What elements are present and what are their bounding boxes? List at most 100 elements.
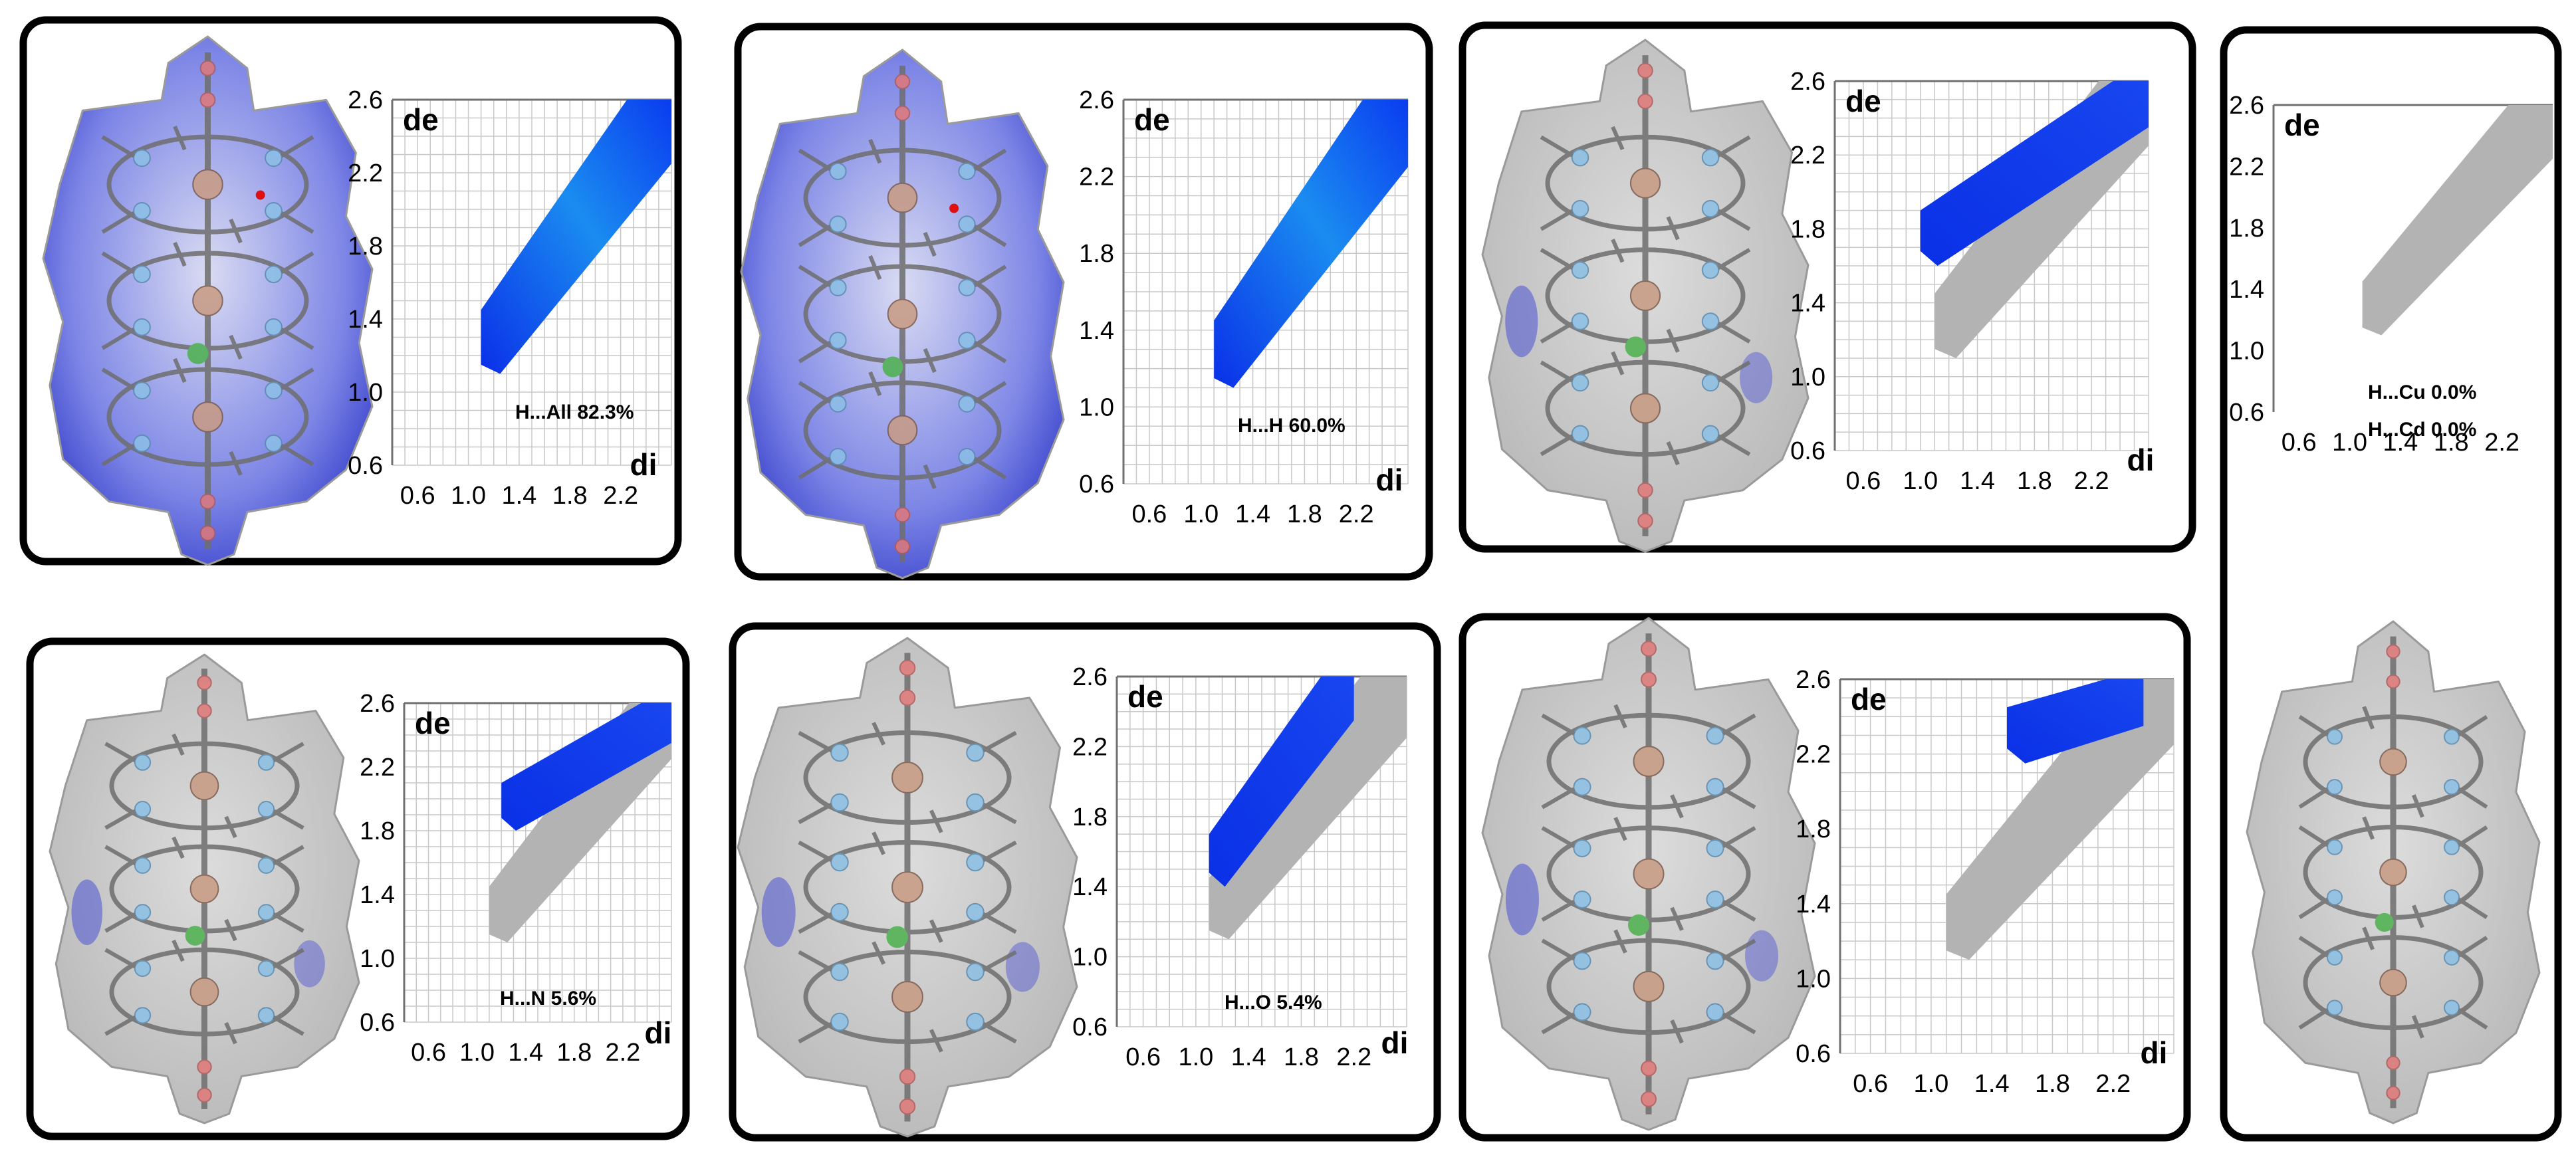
x-tick-label: 2.2 xyxy=(2074,467,2109,495)
nitrogen-atom xyxy=(2327,779,2343,795)
y-tick-label: 0.6 xyxy=(2229,399,2264,427)
hirshfeld-surface-icon xyxy=(42,35,374,566)
metal-atom xyxy=(1633,970,1665,1002)
molecule-icon xyxy=(1540,55,1751,536)
bond xyxy=(1722,899,1756,922)
nitrogen-atom xyxy=(966,902,985,922)
metal-atom xyxy=(887,415,918,446)
nitrogen-atom xyxy=(257,754,275,771)
bond xyxy=(798,950,833,972)
chloride-atom xyxy=(187,343,209,364)
nitrogen-atom xyxy=(133,434,151,453)
macrocycle-ring xyxy=(803,730,1012,825)
bond xyxy=(798,912,833,934)
bond xyxy=(101,443,136,467)
y-tick-label: 2.6 xyxy=(1796,666,1831,694)
x-tick-label: 0.6 xyxy=(411,1039,446,1067)
oxygen-atom xyxy=(197,675,212,690)
oxygen-atom xyxy=(197,1059,212,1075)
bond xyxy=(1717,248,1751,270)
bond xyxy=(929,919,943,943)
contact-percentage-label: H...All 82.3% xyxy=(515,401,634,423)
bond xyxy=(868,255,882,280)
bond xyxy=(982,1021,1017,1044)
bond xyxy=(2457,1007,2488,1030)
nitrogen-atom xyxy=(265,265,283,284)
bond xyxy=(1717,360,1751,383)
y-tick-label: 1.0 xyxy=(1072,944,1108,972)
oxygen-atom xyxy=(1641,1091,1657,1107)
x-tick-label: 1.0 xyxy=(459,1039,495,1067)
bond xyxy=(1541,787,1576,809)
bond xyxy=(280,211,314,234)
surface-patch xyxy=(1506,863,1539,936)
x-tick-label: 1.4 xyxy=(1960,467,1995,495)
y-axis-label: de xyxy=(2284,108,2320,142)
macrocycle-ring xyxy=(1546,938,1751,1035)
bond xyxy=(982,730,1017,753)
bond xyxy=(224,1021,237,1045)
x-tick-label: 1.8 xyxy=(556,1039,592,1067)
nitrogen-atom xyxy=(830,743,849,762)
y-tick-label: 2.2 xyxy=(348,159,383,187)
bond xyxy=(1722,1012,1756,1035)
bond xyxy=(101,368,136,391)
x-tick-label: 0.6 xyxy=(400,482,435,510)
y-tick-label: 1.8 xyxy=(1079,240,1114,268)
nitrogen-atom xyxy=(829,278,847,296)
x-tick-label: 1.8 xyxy=(552,482,588,510)
oxygen-atom xyxy=(894,538,911,554)
bond xyxy=(280,251,314,274)
nitrogen-atom xyxy=(134,857,152,874)
contact-percentage-label: H...O 5.4% xyxy=(1225,992,1322,1013)
nitrogen-atom xyxy=(829,448,847,466)
bond xyxy=(2362,706,2375,730)
nitrogen-atom xyxy=(2444,1000,2460,1016)
fingerprint-plot: 2.6 2.2 1.8 1.4 1.0 0.6 0.6 1.0 1.4 1.8 2.2 de di H..… xyxy=(1072,663,1408,1071)
nitrogen-atom xyxy=(1701,425,1720,443)
y-axis-label: de xyxy=(1134,102,1170,137)
y-tick-label: 2.6 xyxy=(1790,68,1825,96)
oxygen-atom xyxy=(894,105,911,122)
x-tick-label: 1.0 xyxy=(1178,1043,1213,1071)
fingerprint-highlight-region xyxy=(2007,679,2144,764)
bond xyxy=(273,912,304,933)
surface-patch xyxy=(1745,930,1778,982)
nitrogen-atom xyxy=(134,801,152,818)
y-tick-label: 1.8 xyxy=(1072,803,1108,831)
oxygen-atom xyxy=(1641,641,1657,657)
bond xyxy=(1670,906,1684,931)
x-tick-label: 1.4 xyxy=(1974,1070,2010,1098)
oxygen-atom xyxy=(2386,1086,2400,1101)
x-tick-label: 1.4 xyxy=(2383,429,2418,457)
metal-atom xyxy=(1629,167,1661,199)
macrocycle-ring xyxy=(803,264,1002,364)
bond xyxy=(929,809,943,833)
contact-percentage-label: H...H 60.0% xyxy=(1238,415,1346,437)
y-tick-label: 0.6 xyxy=(360,1009,395,1037)
surface-patch xyxy=(1005,942,1040,992)
molecule-icon xyxy=(1541,633,1756,1114)
macrocycle-ring xyxy=(109,741,300,831)
oxygen-atom xyxy=(899,1068,916,1085)
nitrogen-atom xyxy=(829,332,847,350)
oxygen-atom xyxy=(199,525,216,542)
y-tick-label: 0.6 xyxy=(1079,471,1114,498)
fingerprint-plot: 2.6 2.2 1.8 1.4 1.0 0.6 0.6 1.0 1.4 1.8 2.2 de di xyxy=(1796,666,2174,1098)
y-tick-label: 1.4 xyxy=(1790,290,1825,318)
bond xyxy=(973,224,1007,247)
x-tick-label: 0.6 xyxy=(2282,429,2317,457)
y-tick-label: 0.6 xyxy=(348,452,383,480)
metal-atom xyxy=(2379,968,2407,997)
hirshfeld-surface-icon xyxy=(1481,617,1816,1131)
bond xyxy=(1611,126,1625,150)
nitrogen-atom xyxy=(2327,889,2343,906)
nitrogen-atom xyxy=(1701,199,1720,218)
nitrogen-atom xyxy=(265,201,283,220)
oxygen-atom xyxy=(2386,1055,2400,1071)
y-tick-label: 1.8 xyxy=(360,817,395,845)
bond xyxy=(104,845,136,866)
bond xyxy=(1540,209,1574,231)
y-axis-label: de xyxy=(1851,682,1887,716)
bond xyxy=(1613,704,1627,728)
